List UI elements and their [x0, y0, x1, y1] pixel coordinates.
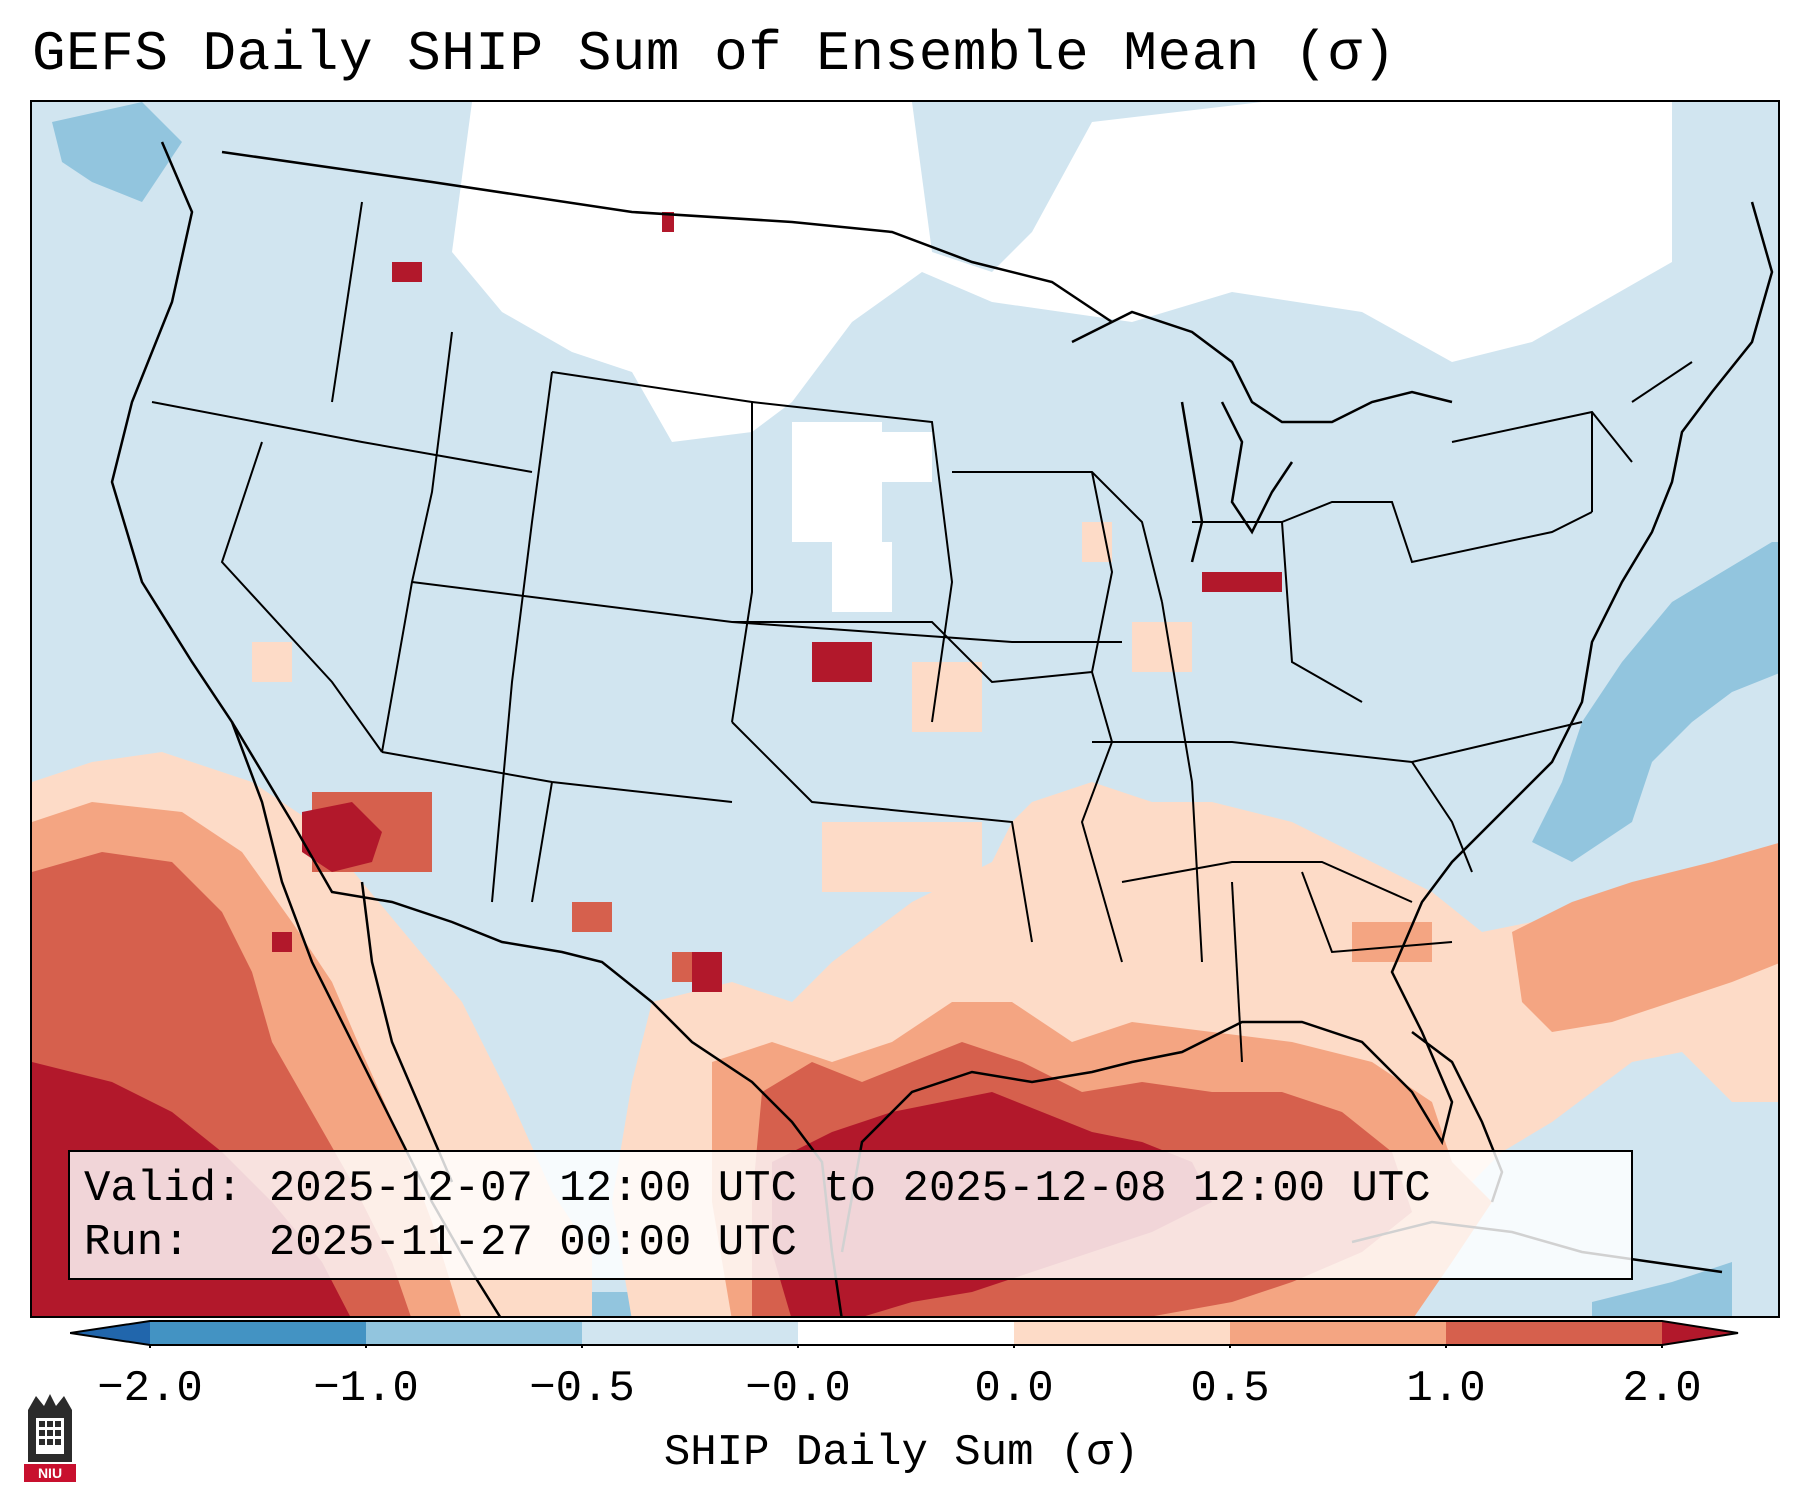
- colorbar-max-extend: [1662, 1321, 1738, 1345]
- ship-anomaly-map: [32, 102, 1778, 1316]
- colorbar-tick-label: −1.0: [313, 1364, 419, 1414]
- valid-time-text: Valid: 2025-12-07 12:00 UTC to 2025-12-0…: [84, 1164, 1431, 1214]
- colorbar-bin: [798, 1321, 1014, 1345]
- run-info-box: Valid: 2025-12-07 12:00 UTC to 2025-12-0…: [68, 1150, 1633, 1280]
- colorbar-tick-label: −0.5: [529, 1364, 635, 1414]
- negative-anomaly-regions: [52, 102, 1778, 1316]
- colorbar-label: SHIP Daily Sum (σ): [663, 1428, 1140, 1478]
- colorbar-tick-label: −0.0: [745, 1364, 851, 1414]
- colorbar-tick-label: 0.0: [974, 1364, 1054, 1414]
- colorbar-tick-label: 2.0: [1622, 1364, 1702, 1414]
- logo-text: NIU: [38, 1465, 62, 1481]
- state-borders: [151, 201, 1693, 1063]
- colorbar-graphic: [69, 1320, 1739, 1358]
- map-outlines: [110, 141, 1774, 1316]
- colorbar-bin: [150, 1321, 366, 1345]
- near-zero-regions: [32, 102, 1672, 1316]
- colorbar: [69, 1318, 1740, 1358]
- run-time-text: Run: 2025-11-27 00:00 UTC: [84, 1218, 797, 1268]
- colorbar-bin: [582, 1321, 798, 1345]
- colorbar-bin: [1014, 1321, 1230, 1345]
- colorbar-tick-label: −2.0: [97, 1364, 203, 1414]
- colorbar-bin: [1446, 1321, 1662, 1345]
- map-panel: [30, 100, 1780, 1318]
- university-tower-icon: NIU: [24, 1394, 76, 1482]
- colorbar-tick-label: 0.5: [1190, 1364, 1270, 1414]
- map-title: GEFS Daily SHIP Sum of Ensemble Mean (σ): [32, 22, 1397, 86]
- colorbar-min-extend: [70, 1321, 150, 1345]
- colorbar-bin: [366, 1321, 582, 1345]
- colorbar-bin: [1230, 1321, 1446, 1345]
- colorbar-tick-label: 1.0: [1406, 1364, 1486, 1414]
